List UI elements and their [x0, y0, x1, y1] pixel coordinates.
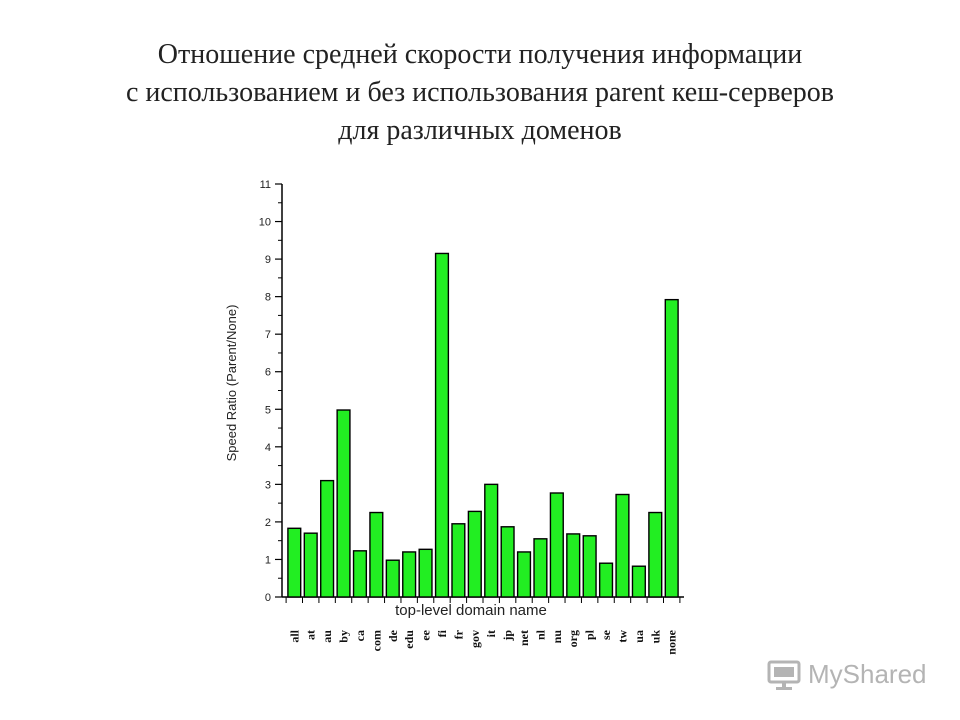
y-tick-label: 7: [265, 329, 271, 341]
watermark-text: MyShared: [808, 658, 927, 689]
y-tick-label: 0: [265, 592, 271, 604]
bar-gov: [467, 510, 482, 598]
bar-it: [484, 483, 499, 598]
x-tick-label-jp: jp: [501, 630, 515, 642]
x-tick-label-ua: ua: [632, 630, 646, 643]
x-tick-label-at: at: [304, 630, 318, 640]
x-tick-label-gov: gov: [468, 630, 482, 648]
y-tick-label: 10: [259, 217, 271, 229]
x-axis-label: top-level domain name: [395, 602, 547, 619]
bar-ua: [631, 565, 646, 598]
x-tick-label-none: none: [665, 629, 679, 654]
x-tick-label-nl: nl: [533, 629, 547, 640]
bar-pl: [582, 535, 597, 598]
x-tick-label-fi: fi: [435, 629, 449, 637]
bar-edu: [402, 551, 417, 598]
y-tick-label: 4: [265, 442, 271, 454]
x-tick-label-net: net: [517, 630, 531, 646]
x-tick-label-ca: ca: [353, 630, 367, 641]
y-tick-label: 1: [265, 554, 271, 566]
bar-all: [287, 527, 302, 598]
bar-fi: [434, 252, 450, 598]
title-line-3: для различных доменов: [338, 115, 622, 146]
x-tick-label-pl: pl: [583, 629, 597, 640]
y-axis-label: Speed Ratio (Parent/None): [224, 305, 239, 462]
bar-de: [385, 559, 400, 598]
x-tick-label-it: it: [484, 630, 498, 637]
bar-nu: [549, 492, 564, 598]
bar-jp: [500, 526, 515, 598]
y-tick-label: 6: [265, 367, 271, 379]
bar-uk: [648, 511, 663, 598]
title-line-1: Отношение средней скорости получения инф…: [157, 39, 803, 70]
x-tick-label-all: all: [287, 629, 301, 642]
x-tick-label-com: com: [369, 630, 383, 651]
y-tick-label: 8: [265, 292, 271, 304]
y-tick-label: 5: [265, 404, 271, 416]
bar-none: [664, 298, 679, 598]
slide-title: Отношение средней скорости получения инф…: [40, 36, 920, 150]
x-tick-label-edu: edu: [402, 630, 416, 649]
bar-tw: [615, 493, 630, 598]
bar-org: [566, 533, 581, 598]
bars: [287, 252, 679, 598]
bar-ee: [418, 548, 433, 598]
bar-fr: [451, 523, 466, 598]
x-tick-label-fr: fr: [451, 629, 465, 639]
y-tick-label: 11: [260, 179, 271, 191]
bar-au: [320, 479, 335, 598]
x-tick-label-nu: nu: [550, 630, 564, 644]
x-tick-label-by: by: [337, 630, 351, 643]
x-tick-label-ee: ee: [419, 629, 433, 640]
title-line-2: с использованием и без использования par…: [125, 77, 835, 108]
x-tick-label-au: au: [320, 630, 334, 643]
bar-se: [598, 562, 614, 598]
x-tick-label-org: org: [566, 630, 580, 647]
y-tick-label: 9: [265, 254, 271, 266]
y-axis: 0 1 2 3 4 5 6 7 8 9 10 11: [259, 179, 283, 604]
bar-net: [516, 551, 532, 598]
x-tick-label-se: se: [599, 629, 613, 640]
bar-ca: [352, 550, 368, 598]
watermark-logo: MyShared: [766, 654, 936, 694]
x-tick-label-de: de: [386, 629, 400, 642]
y-tick-label: 2: [265, 517, 271, 529]
projector-screen-icon: [767, 660, 801, 690]
x-tick-label-tw: tw: [615, 630, 629, 643]
bar-at: [303, 532, 318, 598]
x-tick-labels: all at au by ca com de edu ee fi fr gov it jp net nl nu o…: [287, 629, 678, 654]
y-tick-label: 3: [265, 479, 271, 491]
bar-nl: [533, 538, 548, 598]
bar-com: [369, 511, 384, 598]
x-tick-label-uk: uk: [648, 630, 662, 644]
bar-by: [336, 409, 351, 598]
